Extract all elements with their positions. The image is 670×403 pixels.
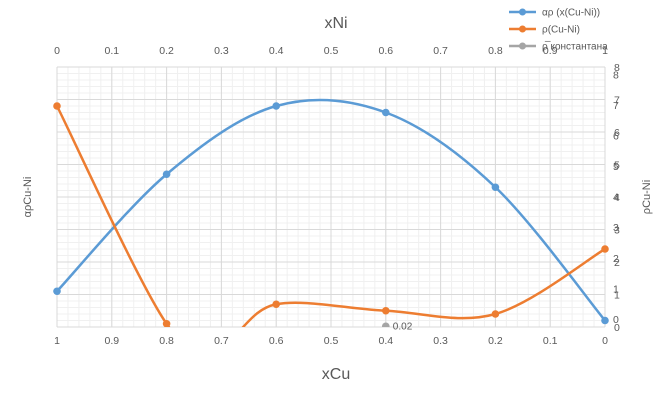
right-a-tick-label: 0 [614, 322, 620, 334]
x-bottom-tick-label: 0.7 [214, 335, 229, 347]
right-b-tick-label: 6 [613, 130, 619, 142]
series-point [601, 245, 609, 253]
bottom-axis-title: xCu [322, 366, 350, 383]
right-b-tick-label: 0 [613, 314, 619, 326]
series-layer: 0.02 [53, 98, 609, 332]
right-b-tick-label: 7 [613, 100, 619, 112]
x-top-tick-label: 1 [602, 45, 608, 57]
legend-label: αρ (x(Cu-Ni)) [542, 8, 600, 19]
series-point [491, 183, 500, 192]
right-b-tick-label: 2 [613, 253, 619, 265]
series-1 [53, 102, 609, 327]
series-point [601, 316, 609, 325]
x-top-tick-label: 0.1 [104, 45, 119, 57]
x-top-tick-label: 0.6 [378, 45, 393, 57]
series-point [162, 319, 171, 327]
x-bottom-tick-label: 0.2 [488, 335, 503, 347]
x-bottom-tick-label: 0.6 [269, 335, 284, 347]
x-top-tick-label: 0.3 [214, 45, 229, 57]
right-axis-title: ρCu-Ni [641, 180, 653, 214]
x-top-tick-label: 0.5 [324, 45, 339, 57]
legend-swatch-marker [519, 42, 526, 50]
x-bottom-tick-label: 0 [602, 335, 608, 347]
x-bottom-tick-label: 0.5 [324, 335, 339, 347]
series-0 [53, 98, 609, 325]
legend-label: ρ(Cu-Ni) [542, 25, 580, 36]
right-b-tick-label: 3 [613, 222, 619, 234]
x-bottom-tick-label: 0.4 [378, 335, 393, 347]
x-top-tick-label: 0.4 [269, 45, 284, 57]
data-label: 0.02 [393, 321, 413, 332]
right-a-tick-label: 4 [614, 192, 620, 204]
series-2 [382, 322, 390, 327]
x-bottom-tick-label: 1 [54, 335, 60, 347]
right-a-tick-label: 1 [614, 290, 620, 302]
x-top-tick-label: 0.7 [433, 45, 448, 57]
x-top-tick-label: 0.9 [543, 45, 558, 57]
right-b-tick-label: 8 [613, 69, 619, 81]
legend-swatch-marker [519, 25, 526, 33]
series-point [382, 108, 390, 117]
right-b-tick-label: 4 [613, 192, 619, 204]
series-point [53, 102, 61, 110]
right-a-tick-label: 6 [614, 127, 620, 139]
series-point [53, 287, 61, 296]
legend-label: ρ̅ константана [542, 41, 608, 53]
right-b-tick-label: 5 [613, 161, 619, 173]
legend-swatch-marker [519, 8, 526, 16]
series-point [162, 170, 171, 179]
series-point [272, 102, 281, 110]
legend: αρ (x(Cu-Ni)) ρ(Cu-Ni) ρ̅ константана [509, 8, 608, 53]
tick-layer: 1 0.9 0.8 0.7 0.6 0.5 0.4 0.3 0.2 0.1 00 0.1 0.2 0.3 0… [54, 45, 620, 347]
left-axis-title: αρCu-Ni [22, 177, 34, 218]
x-bottom-tick-label: 0.3 [433, 335, 448, 347]
series-point [382, 306, 390, 315]
x-bottom-tick-label: 0.1 [543, 335, 558, 347]
right-a-tick-label: 5 [614, 160, 620, 172]
top-axis-title: xNi [324, 15, 347, 32]
right-a-tick-label: 3 [614, 225, 620, 237]
right-a-tick-label: 2 [614, 257, 620, 269]
x-top-tick-label: 0.8 [488, 45, 503, 57]
series-point [382, 322, 390, 327]
right-a-tick-label: 7 [614, 95, 620, 107]
series-line [56, 98, 606, 322]
x-bottom-tick-label: 0.8 [159, 335, 174, 347]
right-a-tick-label: 8 [614, 62, 620, 74]
right-b-tick-label: 1 [613, 283, 619, 295]
series-point [491, 310, 500, 318]
x-top-tick-label: 0.2 [159, 45, 174, 57]
x-bottom-tick-label: 0.9 [104, 335, 119, 347]
series-point [272, 300, 281, 309]
x-top-tick-label: 0 [54, 45, 60, 57]
